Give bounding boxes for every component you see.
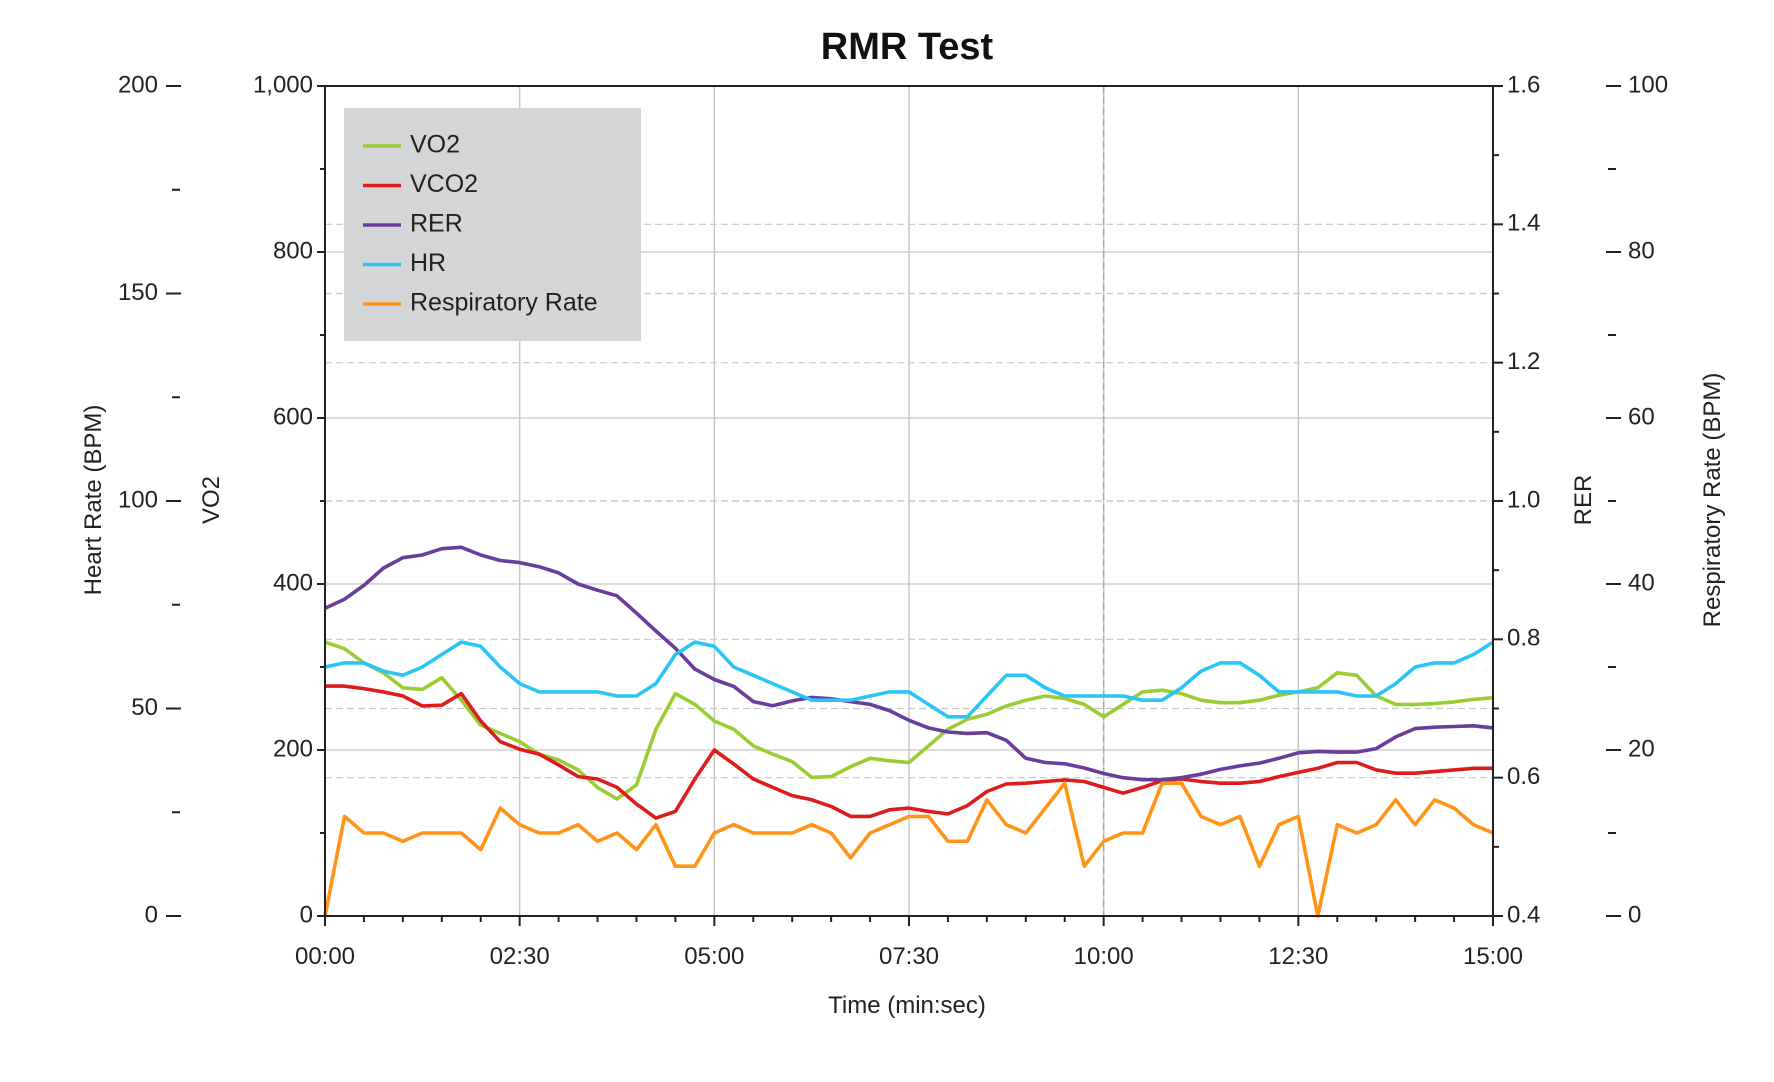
- tick-label: 80: [1628, 237, 1655, 264]
- series-lines: [323, 545, 1494, 918]
- series-line-rer: [324, 545, 1494, 782]
- tick-label: 200: [118, 71, 158, 98]
- rer-axis-title: RER: [1570, 475, 1597, 526]
- legend: VO2 VCO2 RER HR Respiratory Rate: [344, 108, 641, 341]
- x-axis-title: Time (min:sec): [828, 992, 986, 1019]
- tick-label: 0.4: [1507, 901, 1540, 928]
- heart-rate-axis-title: Heart Rate (BPM): [80, 405, 107, 596]
- legend-label: Respiratory Rate: [410, 289, 598, 317]
- tick-label: 50: [131, 694, 158, 721]
- legend-label: VCO2: [410, 170, 478, 198]
- tick-label: 0.8: [1507, 625, 1540, 652]
- x-tick-label: 15:00: [1463, 943, 1523, 970]
- tick-label: 1.6: [1507, 71, 1540, 98]
- x-tick-label: 12:30: [1268, 943, 1328, 970]
- series-line-respiratory-rate: [323, 781, 1494, 918]
- legend-label: VO2: [410, 131, 460, 159]
- axes: 02004006008001,0000501001502000.40.60.81…: [118, 71, 1668, 970]
- respiratory-rate-axis-title: Respiratory Rate (BPM): [1699, 373, 1726, 628]
- series-line-vco2: [325, 684, 1493, 820]
- tick-label: 1.2: [1507, 348, 1540, 375]
- vo2-axis-title: VO2: [198, 476, 225, 524]
- legend-label: HR: [410, 249, 446, 277]
- tick-label: 150: [118, 279, 158, 306]
- tick-label: 0: [1628, 901, 1641, 928]
- x-tick-label: 05:00: [684, 943, 744, 970]
- tick-label: 1,000: [253, 71, 313, 98]
- tick-label: 200: [273, 735, 313, 762]
- x-tick-label: 10:00: [1074, 943, 1134, 970]
- tick-label: 400: [273, 569, 313, 596]
- x-tick-label: 07:30: [879, 943, 939, 970]
- tick-label: 1.4: [1507, 210, 1540, 237]
- x-tick-label: 02:30: [490, 943, 550, 970]
- tick-label: 20: [1628, 735, 1655, 762]
- x-tick-label: 00:00: [295, 943, 355, 970]
- tick-label: 0: [145, 901, 158, 928]
- tick-label: 600: [273, 403, 313, 430]
- tick-label: 100: [1628, 71, 1668, 98]
- tick-label: 1.0: [1507, 486, 1540, 513]
- tick-label: 40: [1628, 569, 1655, 596]
- tick-label: 0.6: [1507, 763, 1540, 790]
- tick-label: 0: [300, 901, 313, 928]
- series-line-hr: [324, 640, 1494, 719]
- legend-label: RER: [410, 210, 463, 238]
- tick-label: 100: [118, 486, 158, 513]
- chart-title: RMR Test: [821, 26, 994, 68]
- tick-label: 800: [273, 237, 313, 264]
- tick-label: 60: [1628, 403, 1655, 430]
